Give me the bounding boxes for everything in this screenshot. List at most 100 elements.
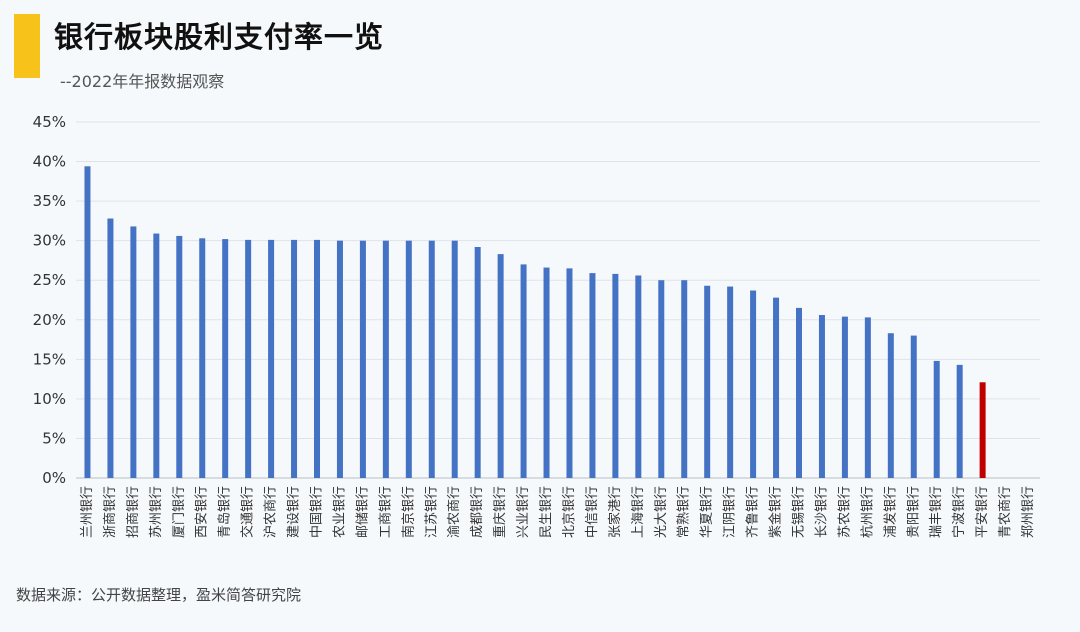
x-category-label: 江阴银行 [723, 486, 738, 538]
x-category-label: 交通银行 [240, 486, 256, 538]
x-category-label: 华夏银行 [700, 486, 715, 538]
y-tick-label: 5% [42, 429, 66, 447]
bar [658, 280, 665, 478]
bar [336, 240, 343, 478]
bar [176, 235, 183, 478]
x-category-label: 邮储银行 [355, 486, 370, 538]
x-category-label: 兰州银行 [80, 486, 95, 538]
bar [979, 382, 986, 478]
bar [107, 218, 114, 478]
x-category-label: 齐鲁银行 [745, 486, 761, 538]
x-category-label: 宁波银行 [951, 486, 967, 538]
bar [520, 264, 527, 478]
x-category-label: 江苏银行 [423, 486, 439, 538]
bar [199, 238, 206, 478]
x-category-label: 招商银行 [126, 486, 141, 538]
bar [612, 273, 619, 478]
y-tick-label: 0% [42, 469, 66, 487]
x-category-label: 常熟银行 [676, 486, 692, 538]
x-category-label: 民生银行 [539, 486, 554, 538]
x-category-label: 农业银行 [332, 486, 347, 538]
bar [681, 280, 688, 478]
x-category-label: 青农商行 [998, 486, 1013, 538]
x-category-label: 重庆银行 [492, 486, 508, 538]
bar [474, 246, 481, 478]
bar [130, 226, 137, 478]
x-category-label: 西安银行 [195, 486, 210, 538]
bar [153, 233, 160, 478]
x-category-label: 沪农商行 [263, 486, 279, 538]
data-source-note: 数据来源：公开数据整理，盈米简答研究院 [16, 586, 302, 604]
bar [566, 268, 573, 478]
y-tick-label: 30% [33, 232, 66, 250]
x-category-label: 成都银行 [470, 486, 485, 538]
y-tick-label: 25% [33, 271, 66, 289]
x-category-label: 苏农银行 [836, 486, 852, 538]
bar [818, 315, 825, 478]
x-category-label: 郑州银行 [1021, 486, 1036, 538]
x-category-label: 无锡银行 [792, 486, 807, 538]
x-category-label: 青岛银行 [217, 486, 233, 538]
x-category-label: 兴业银行 [516, 486, 531, 538]
bar [428, 240, 435, 478]
x-category-label: 浦发银行 [882, 486, 898, 538]
x-category-label: 瑞丰银行 [929, 486, 944, 538]
x-category-label: 厦门银行 [172, 486, 187, 538]
bar [359, 240, 366, 478]
bar [910, 335, 917, 478]
grid-lines [76, 121, 1040, 479]
bar [864, 317, 871, 478]
bar [773, 297, 780, 478]
y-tick-label: 35% [33, 192, 66, 210]
x-category-label: 长沙银行 [814, 486, 829, 538]
bar [933, 360, 940, 478]
y-tick-label: 15% [33, 350, 66, 368]
bar [382, 240, 389, 478]
bar [887, 333, 894, 478]
x-category-label: 杭州银行 [860, 486, 875, 538]
title-accent-bar [14, 14, 40, 78]
bar [268, 239, 275, 478]
x-category-label: 上海银行 [631, 486, 646, 538]
bar [841, 316, 848, 478]
y-tick-label: 10% [33, 390, 66, 408]
bar [245, 239, 252, 478]
bar [84, 166, 91, 478]
x-category-label: 平安银行 [975, 486, 990, 538]
bar [497, 254, 504, 478]
x-category-label: 北京银行 [562, 486, 577, 538]
bar [314, 239, 320, 478]
bar [222, 239, 229, 478]
bars [84, 166, 986, 478]
x-category-label: 贵阳银行 [906, 486, 921, 538]
y-axis-ticks: 0% 5% 10% 15% 20% 25% 30% 35% 40% 45% [33, 113, 66, 487]
x-category-label: 浙商银行 [103, 486, 118, 538]
page-subtitle: --2022年年报数据观察 [60, 72, 225, 91]
bar [291, 239, 298, 478]
bar [405, 240, 412, 478]
x-category-label: 建设银行 [287, 486, 302, 538]
x-category-label: 工商银行 [378, 486, 393, 538]
bar [451, 240, 458, 478]
x-axis-labels: 兰州银行 浙商银行 招商银行 苏州银行 厦门银行 西安银行 青岛银行 交通银行 沪农商行 建设银行… [80, 486, 1036, 538]
page-title: 银行板块股利支付率一览 [54, 20, 385, 54]
bar [727, 286, 734, 478]
x-category-label: 紫金银行 [768, 486, 784, 538]
x-category-label: 张家港行 [607, 486, 623, 538]
bar [956, 364, 963, 478]
x-category-label: 光大银行 [654, 486, 669, 538]
x-category-label: 中信银行 [585, 486, 600, 538]
x-category-label: 苏州银行 [148, 486, 164, 538]
y-tick-label: 40% [33, 153, 66, 171]
bar [543, 267, 550, 478]
y-tick-label: 20% [33, 311, 66, 329]
x-category-label: 中国银行 [310, 486, 325, 538]
y-tick-label: 45% [33, 113, 66, 131]
x-category-label: 南京银行 [400, 486, 416, 538]
bar [635, 275, 642, 478]
bar [589, 273, 596, 478]
x-category-label: 渝农商行 [446, 486, 462, 538]
bar [704, 285, 711, 478]
bar [750, 290, 757, 478]
